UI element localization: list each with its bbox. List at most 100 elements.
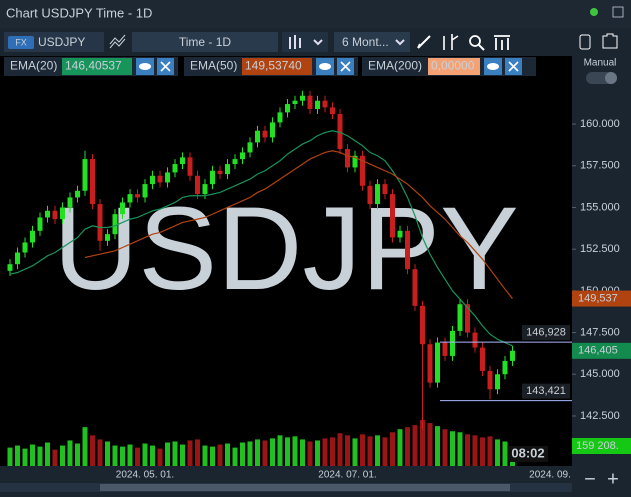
cursor-time-bg bbox=[508, 446, 548, 462]
line-tool-icon[interactable] bbox=[443, 34, 459, 50]
volume-bar bbox=[367, 436, 373, 466]
candle-body bbox=[405, 230, 410, 270]
x-tick-label: 2024. 05. 01. bbox=[116, 470, 174, 481]
candle-body bbox=[60, 207, 65, 220]
candle-body bbox=[495, 374, 500, 390]
chart-type-box[interactable] bbox=[282, 32, 328, 52]
y-tick-label: 152.500 bbox=[580, 243, 620, 255]
candle-body bbox=[217, 170, 223, 175]
candle-body bbox=[510, 350, 515, 361]
candle-body bbox=[375, 184, 380, 205]
price-axis bbox=[572, 56, 631, 466]
volume-tag-label: 159 208. bbox=[576, 440, 619, 452]
indicator-name: EMA(20) bbox=[10, 59, 57, 73]
volume-bar bbox=[127, 444, 133, 466]
indicator-icon[interactable] bbox=[494, 35, 510, 50]
volume-bar bbox=[90, 435, 95, 466]
price-tag bbox=[572, 342, 631, 359]
status-dot bbox=[590, 8, 598, 16]
volume-bar bbox=[67, 440, 73, 466]
volume-bar bbox=[420, 420, 425, 466]
save-icon[interactable] bbox=[579, 34, 591, 50]
volume-bar bbox=[352, 438, 358, 466]
candle-body bbox=[397, 230, 403, 238]
range-arrow bbox=[395, 39, 405, 46]
candle-body bbox=[97, 204, 103, 241]
y-tick-label: 145.000 bbox=[580, 368, 620, 380]
y-tick-label: 157.500 bbox=[580, 160, 620, 172]
volume-bar bbox=[457, 432, 463, 466]
range-box[interactable] bbox=[334, 32, 410, 52]
indicator-value-bg bbox=[428, 58, 480, 75]
toggle-knob bbox=[605, 72, 617, 84]
candle-body bbox=[352, 155, 358, 168]
candle-body bbox=[202, 184, 208, 195]
zoom-out[interactable]: − bbox=[584, 468, 596, 490]
indicator-value-bg bbox=[62, 58, 132, 75]
volume-bar bbox=[360, 434, 365, 466]
volume-bar bbox=[112, 445, 118, 466]
indicator-name: EMA(50) bbox=[190, 59, 237, 73]
volume-bar bbox=[22, 448, 28, 466]
candle-body bbox=[172, 164, 178, 173]
volume-bar bbox=[502, 441, 508, 466]
candle-body bbox=[345, 149, 350, 168]
window-button[interactable] bbox=[612, 6, 624, 18]
volume-bar bbox=[157, 448, 163, 466]
volume-bar bbox=[232, 447, 238, 466]
volume-bar bbox=[210, 446, 215, 466]
candle-body bbox=[247, 142, 253, 153]
price-tag-label: 146,405 bbox=[578, 345, 618, 357]
volume-bar bbox=[495, 439, 500, 466]
volume-bar bbox=[180, 444, 185, 466]
candle-body bbox=[465, 304, 470, 333]
timeframe-box[interactable] bbox=[132, 32, 278, 52]
zoom-icon[interactable] bbox=[469, 35, 481, 47]
time-axis bbox=[0, 466, 572, 483]
indicator-value-bg bbox=[242, 58, 312, 75]
candle-body bbox=[157, 175, 163, 183]
draw-icon[interactable] bbox=[417, 35, 431, 49]
market-badge bbox=[8, 36, 34, 49]
snapshot-icon[interactable] bbox=[602, 33, 618, 49]
market: FX bbox=[15, 37, 27, 47]
volume-bar bbox=[427, 423, 433, 466]
volume-bar bbox=[375, 435, 380, 466]
indicator-name: EMA(200) bbox=[368, 59, 422, 73]
volume-bar bbox=[382, 437, 388, 466]
candle-body bbox=[480, 347, 485, 371]
candle-body bbox=[75, 190, 80, 198]
volume-bar bbox=[202, 445, 208, 466]
candle-body bbox=[240, 152, 245, 160]
volume-bar bbox=[120, 446, 125, 466]
candle-body bbox=[45, 210, 50, 218]
candle-body bbox=[337, 114, 343, 150]
symbol: USDJPY bbox=[38, 35, 85, 49]
y-tick-label: 142.500 bbox=[580, 410, 620, 422]
volume-bar bbox=[97, 439, 103, 466]
hline-label: 146,928 bbox=[526, 327, 566, 339]
volume-bar bbox=[135, 447, 140, 466]
candle-body bbox=[262, 130, 268, 138]
candle-body bbox=[37, 217, 43, 231]
candle-body bbox=[270, 122, 275, 138]
compare-icon[interactable] bbox=[109, 34, 126, 49]
volume-bar bbox=[442, 429, 448, 466]
volume-bar bbox=[292, 436, 298, 466]
candle-body bbox=[67, 197, 73, 208]
candle-body bbox=[285, 104, 290, 113]
zoom-in[interactable]: + bbox=[607, 468, 619, 490]
scrollbar-thumb[interactable] bbox=[100, 484, 510, 491]
volume-bar bbox=[82, 427, 88, 466]
volume-bar bbox=[480, 437, 485, 466]
candle-body bbox=[382, 184, 388, 195]
remove-icon bbox=[508, 61, 519, 72]
candle-body bbox=[52, 210, 58, 220]
candle-body bbox=[457, 304, 463, 331]
remove-icon bbox=[160, 61, 171, 72]
volume-bar bbox=[217, 444, 223, 466]
volume-bar bbox=[142, 443, 148, 466]
candle-body bbox=[180, 157, 185, 165]
volume-bar bbox=[7, 447, 13, 466]
y-tick-label: 160.000 bbox=[580, 118, 620, 130]
